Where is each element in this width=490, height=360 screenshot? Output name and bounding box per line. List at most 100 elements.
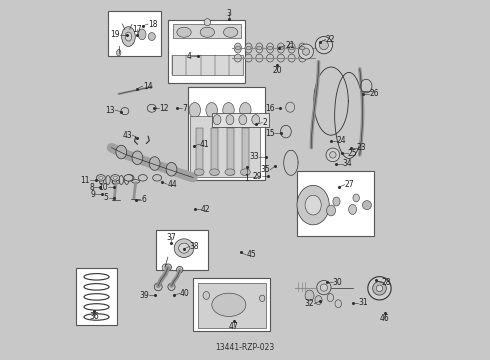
Text: 13: 13 — [105, 105, 115, 114]
Ellipse shape — [194, 169, 204, 175]
Ellipse shape — [300, 46, 305, 50]
Ellipse shape — [252, 115, 260, 125]
Ellipse shape — [327, 294, 334, 302]
Text: 14: 14 — [143, 82, 152, 91]
Text: 39: 39 — [139, 291, 149, 300]
Text: 47: 47 — [229, 322, 239, 331]
Ellipse shape — [113, 176, 117, 179]
Ellipse shape — [246, 46, 251, 50]
Text: 10: 10 — [98, 183, 108, 192]
Bar — [191, 116, 260, 177]
Ellipse shape — [373, 282, 386, 295]
Ellipse shape — [319, 41, 328, 50]
Ellipse shape — [326, 148, 340, 162]
Text: 11: 11 — [80, 176, 90, 185]
Ellipse shape — [204, 19, 211, 26]
Ellipse shape — [98, 176, 103, 179]
Text: 9: 9 — [90, 190, 95, 199]
Ellipse shape — [153, 175, 162, 181]
Text: 28: 28 — [382, 278, 392, 287]
Bar — [172, 55, 243, 75]
Text: 36: 36 — [90, 312, 99, 321]
Ellipse shape — [240, 169, 250, 175]
Ellipse shape — [257, 46, 262, 50]
Ellipse shape — [317, 280, 331, 295]
Text: 46: 46 — [380, 314, 390, 323]
Text: 29: 29 — [252, 172, 262, 181]
Ellipse shape — [315, 37, 333, 54]
Ellipse shape — [111, 175, 120, 181]
Ellipse shape — [361, 79, 372, 93]
Text: 45: 45 — [246, 251, 256, 260]
Ellipse shape — [363, 201, 371, 210]
Ellipse shape — [298, 44, 314, 59]
Ellipse shape — [299, 43, 306, 53]
Text: 3: 3 — [226, 9, 231, 18]
Ellipse shape — [112, 180, 120, 184]
Ellipse shape — [179, 243, 190, 253]
Ellipse shape — [200, 27, 215, 37]
Text: 1: 1 — [245, 174, 249, 183]
Text: 15: 15 — [265, 129, 274, 138]
Text: 23: 23 — [357, 143, 367, 152]
Text: 40: 40 — [180, 289, 190, 298]
Ellipse shape — [289, 46, 294, 50]
Ellipse shape — [277, 43, 285, 53]
Ellipse shape — [368, 276, 391, 300]
Ellipse shape — [376, 285, 383, 292]
Ellipse shape — [267, 54, 274, 62]
Ellipse shape — [162, 264, 169, 271]
Ellipse shape — [210, 169, 220, 175]
Ellipse shape — [297, 185, 329, 225]
Text: 42: 42 — [200, 205, 210, 214]
Ellipse shape — [149, 157, 160, 170]
Text: 31: 31 — [358, 298, 368, 307]
Text: 22: 22 — [326, 35, 335, 44]
Ellipse shape — [132, 151, 143, 165]
Text: 18: 18 — [148, 19, 158, 28]
Ellipse shape — [288, 43, 295, 53]
Ellipse shape — [333, 197, 340, 206]
Text: 6: 6 — [141, 195, 146, 204]
Ellipse shape — [132, 180, 140, 183]
Text: 5: 5 — [104, 193, 109, 202]
Text: 17: 17 — [132, 25, 142, 34]
Ellipse shape — [235, 46, 240, 50]
Ellipse shape — [330, 152, 336, 158]
Text: 33: 33 — [249, 152, 259, 161]
Ellipse shape — [189, 103, 200, 118]
Text: 41: 41 — [200, 140, 209, 149]
Text: 20: 20 — [272, 66, 282, 75]
Ellipse shape — [302, 48, 310, 55]
Ellipse shape — [353, 194, 359, 202]
Ellipse shape — [138, 175, 147, 181]
Ellipse shape — [239, 115, 247, 125]
Ellipse shape — [226, 115, 234, 125]
Ellipse shape — [278, 46, 283, 50]
Ellipse shape — [116, 145, 126, 159]
Text: 43: 43 — [122, 131, 132, 140]
Text: 35: 35 — [260, 166, 270, 175]
Text: 34: 34 — [343, 159, 352, 168]
Ellipse shape — [125, 32, 132, 41]
Ellipse shape — [299, 54, 306, 62]
Ellipse shape — [203, 292, 210, 300]
Ellipse shape — [177, 27, 191, 37]
Ellipse shape — [268, 46, 272, 50]
Ellipse shape — [256, 54, 263, 62]
Bar — [108, 12, 161, 56]
Ellipse shape — [223, 103, 234, 118]
Ellipse shape — [165, 264, 172, 270]
Ellipse shape — [245, 54, 252, 62]
Polygon shape — [173, 24, 242, 39]
Bar — [297, 171, 374, 235]
Ellipse shape — [234, 54, 242, 62]
Text: 12: 12 — [159, 104, 169, 113]
Ellipse shape — [138, 29, 146, 40]
Bar — [212, 113, 270, 127]
Text: 2: 2 — [262, 118, 267, 127]
Ellipse shape — [315, 296, 322, 305]
Text: 27: 27 — [344, 180, 354, 189]
Ellipse shape — [223, 27, 238, 37]
Bar — [76, 268, 117, 325]
